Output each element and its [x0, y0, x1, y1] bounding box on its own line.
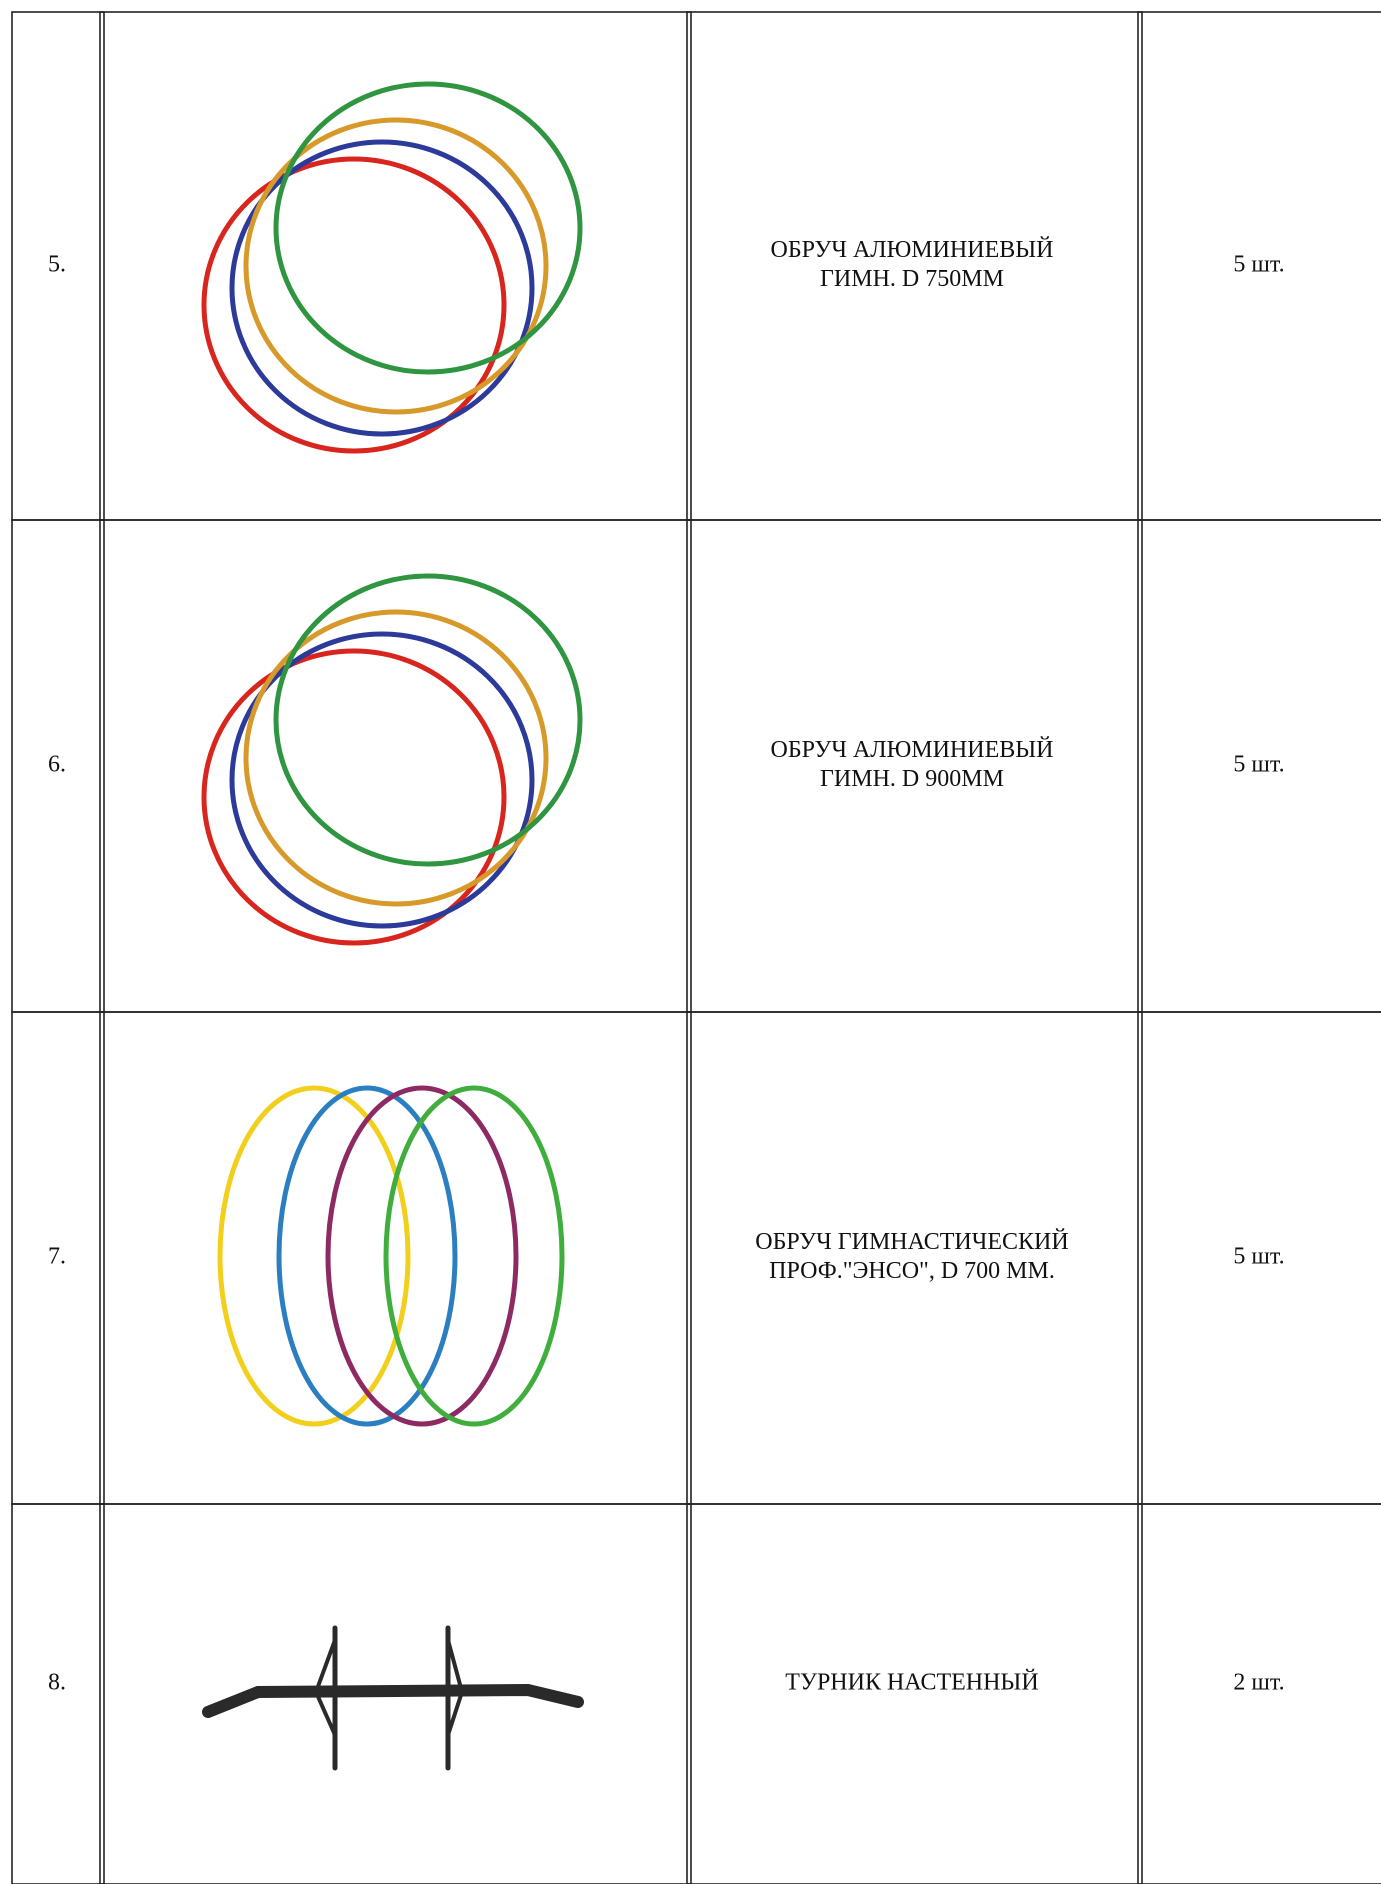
document: 5. ОБРУЧ АЛЮМИНИЕВЫЙ ГИМН. D 750ММ 5 шт. 6. О… — [0, 0, 1381, 1884]
item-name: ГИМН. D 900ММ — [820, 766, 1004, 792]
pullup-bar-image — [208, 1628, 578, 1768]
table-cell — [100, 1012, 691, 1504]
hoops-image — [204, 576, 580, 943]
quantity: 5 шт. — [1233, 252, 1284, 278]
hoops-image — [220, 1088, 562, 1424]
row-number: 5. — [48, 252, 66, 278]
quantity: 5 шт. — [1233, 1244, 1284, 1270]
hoops-image — [204, 84, 580, 451]
item-name: ОБРУЧ ГИМНАСТИЧЕСКИЙ — [755, 1229, 1068, 1255]
item-name: ГИМН. D 750ММ — [820, 266, 1004, 292]
quantity: 2 шт. — [1233, 1670, 1284, 1696]
item-name: ПРОФ."ЭНСО", D 700 ММ. — [769, 1258, 1055, 1284]
quantity: 5 шт. — [1233, 752, 1284, 778]
row-number: 6. — [48, 752, 66, 778]
row-number: 8. — [48, 1670, 66, 1696]
item-name: ТУРНИК НАСТЕННЫЙ — [785, 1670, 1038, 1696]
item-name: ОБРУЧ АЛЮМИНИЕВЫЙ — [771, 237, 1054, 263]
page: 5. ОБРУЧ АЛЮМИНИЕВЫЙ ГИМН. D 750ММ 5 шт. 6. О… — [0, 0, 1381, 1884]
row-number: 7. — [48, 1244, 66, 1270]
item-name: ОБРУЧ АЛЮМИНИЕВЫЙ — [771, 737, 1054, 763]
